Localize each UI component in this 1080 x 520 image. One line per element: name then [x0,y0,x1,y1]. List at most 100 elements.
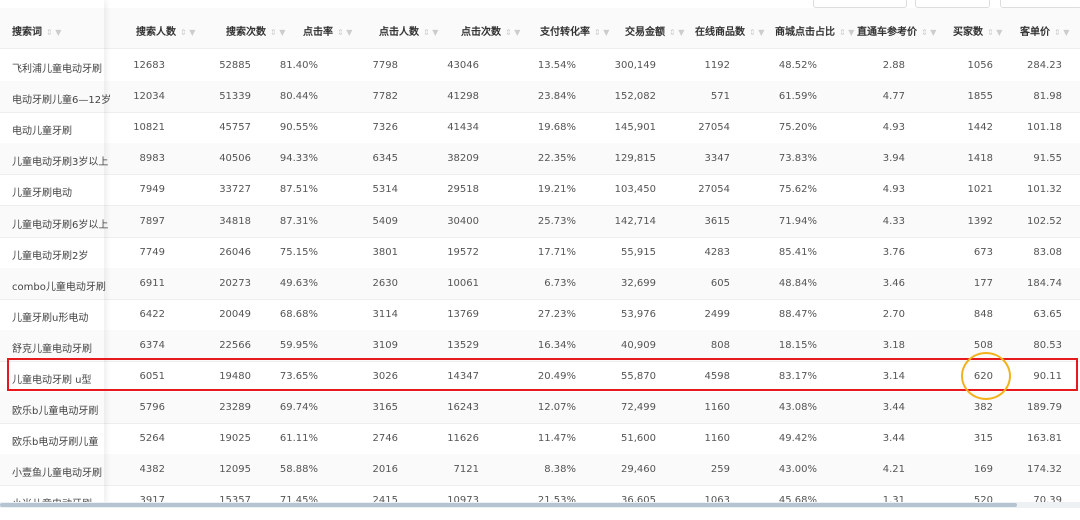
value-cell: 80.44% [279,91,318,103]
horizontal-scrollbar[interactable] [0,503,1017,507]
value-cell: 3917 [139,495,165,505]
table-row[interactable]: 小壹鱼儿童电动牙刷 4382 12095 58.88% 2016 7121 8.38% 29,… [0,454,1080,487]
sort-filter-icon[interactable]: ⇕ ▼ [1054,28,1070,37]
sort-filter-icon[interactable]: ⇕ ▼ [505,28,521,37]
value-cell: 189.79 [1027,402,1062,414]
value-cell: 19572 [447,246,479,258]
table-row[interactable]: 儿童牙刷u形电动 6422 20049 68.68% 3114 13769 27.23% 53… [0,299,1080,331]
keyword-cell: 飞利浦儿童电动牙刷 [12,64,102,75]
column-header[interactable]: 直通车参考价 ⇕ ▼ [857,23,936,38]
value-cell: 152,082 [614,91,656,103]
column-header[interactable]: 商城点击占比 ⇕ ▼ [775,23,854,38]
value-cell: 83.08 [1033,246,1062,258]
value-cell: 3114 [372,308,398,320]
value-cell: 48.84% [778,277,817,289]
keyword-cell: 儿童牙刷电动 [12,188,72,200]
column-header[interactable]: 客单价 ⇕ ▼ [1020,23,1069,38]
value-cell: 73.83% [778,153,817,165]
value-cell: 3.18 [882,339,905,351]
table-row[interactable]: 儿童电动牙刷6岁以上 7897 34818 87.31% 5409 30400 25.73%… [0,205,1080,238]
value-cell: 30400 [447,215,479,227]
value-cell: 23289 [219,402,251,414]
value-cell: 40506 [219,153,251,165]
value-cell: 40,909 [621,339,656,351]
sort-filter-icon[interactable]: ⇕ ▼ [180,28,196,37]
value-cell: 18.15% [778,339,817,351]
value-cell: 16.34% [537,339,576,351]
value-cell: 174.32 [1027,464,1062,476]
value-cell: 41434 [447,122,479,134]
value-cell: 94.33% [279,153,318,165]
column-header[interactable]: 支付转化率 ⇕ ▼ [540,23,609,38]
table-row[interactable]: 欧乐b儿童电动牙刷 5796 23289 69.74% 3165 16243 12.07% 7… [0,392,1080,425]
keyword-cell: 舒克儿童电动牙刷 [12,343,92,355]
value-cell: 3615 [704,215,730,227]
value-cell: 102.52 [1027,215,1062,227]
value-cell: 29518 [447,184,479,196]
sort-filter-icon[interactable]: ⇕ ▼ [46,28,62,37]
column-header[interactable]: 交易金额 ⇕ ▼ [625,23,684,38]
value-cell: 13769 [447,308,479,320]
table-row[interactable]: 飞利浦儿童电动牙刷 12683 52885 81.40% 7798 43046 13.54%… [0,50,1080,82]
value-cell: 33727 [219,184,251,196]
value-cell: 15357 [219,495,251,505]
column-header[interactable]: 点击人数 ⇕ ▼ [379,23,438,38]
column-header[interactable]: 搜索人数 ⇕ ▼ [136,23,195,38]
sort-filter-icon[interactable]: ⇕ ▼ [270,28,286,37]
value-cell: 61.59% [778,91,817,103]
value-cell: 34818 [219,215,251,227]
column-header[interactable]: 买家数 ⇕ ▼ [953,23,1002,38]
sort-filter-icon[interactable]: ⇕ ▼ [669,28,685,37]
column-header[interactable]: 搜索词 ⇕ ▼ [12,23,61,38]
value-cell: 6051 [139,371,165,382]
value-cell: 3347 [704,153,730,165]
table-row[interactable]: combo儿童电动牙刷 6911 20273 49.63% 2630 10061 6.73%… [0,267,1080,300]
sort-filter-icon[interactable]: ⇕ ▼ [749,28,765,37]
table-row[interactable]: 儿童电动牙刷3岁以上 8983 40506 94.33% 6345 38209 22.35%… [0,143,1080,176]
keyword-cell: 儿童电动牙刷3岁以上 [12,157,109,169]
toolbar-button-2[interactable] [915,0,990,8]
table-row[interactable]: 舒克儿童电动牙刷 6374 22566 59.95% 3109 13529 16.34% 40… [0,329,1080,362]
value-cell: 571 [710,91,730,103]
value-cell: 16243 [447,402,479,414]
column-header[interactable]: 点击次数 ⇕ ▼ [461,23,520,38]
column-header-label: 交易金额 [625,27,665,38]
value-cell: 7897 [139,215,165,227]
value-cell: 19025 [219,433,251,445]
value-cell: 3109 [372,339,398,351]
value-cell: 1442 [967,122,993,134]
sort-filter-icon[interactable]: ⇕ ▼ [337,28,353,37]
value-cell: 51,600 [621,433,656,445]
table-row[interactable]: 儿童牙刷电动 7949 33727 87.51% 5314 29518 19.21% 103,… [0,174,1080,207]
sort-filter-icon[interactable]: ⇕ ▼ [987,28,1003,37]
value-cell: 43.08% [778,402,817,414]
value-cell: 8983 [139,153,165,165]
value-cell: 103,450 [614,184,656,196]
value-cell: 59.95% [279,339,318,351]
value-cell: 27.23% [537,308,576,320]
toolbar-button-1[interactable] [813,0,907,8]
value-cell: 2499 [704,308,730,320]
value-cell: 83.17% [778,371,817,382]
table-row[interactable]: 儿童电动牙刷 u型 6051 19480 73.65% 3026 14347 20.49% 5… [0,361,1080,393]
sort-filter-icon[interactable]: ⇕ ▼ [594,28,610,37]
toolbar-button-3[interactable] [1000,0,1080,8]
value-cell: 3.14 [882,371,905,382]
column-header[interactable]: 点击率 ⇕ ▼ [303,23,352,38]
value-cell: 63.65 [1033,308,1062,320]
sort-filter-icon[interactable]: ⇕ ▼ [839,28,855,37]
table-row[interactable]: 电动牙刷儿童6—12岁 12034 51339 80.44% 7782 41298 23.8… [0,81,1080,114]
keyword-cell: 小壹鱼儿童电动牙刷 [12,468,102,480]
sort-filter-icon[interactable]: ⇕ ▼ [921,28,937,37]
keyword-cell: 儿童电动牙刷2岁 [12,250,89,262]
table-row[interactable]: 欧乐b电动牙刷儿童 5264 19025 61.11% 2746 11626 11.47% 5… [0,423,1080,456]
value-cell: 26046 [219,246,251,258]
column-header[interactable]: 搜索次数 ⇕ ▼ [226,23,285,38]
value-cell: 21.53% [537,495,576,505]
sort-filter-icon[interactable]: ⇕ ▼ [423,28,439,37]
value-cell: 1418 [967,153,993,165]
table-row[interactable]: 儿童电动牙刷2岁 7749 26046 75.15% 3801 19572 17.71% 55… [0,237,1080,269]
table-row[interactable]: 电动儿童牙刷 10821 45757 90.55% 7326 41434 19.68% 145… [0,112,1080,145]
column-header[interactable]: 在线商品数 ⇕ ▼ [695,23,764,38]
value-cell: 184.74 [1027,277,1062,289]
